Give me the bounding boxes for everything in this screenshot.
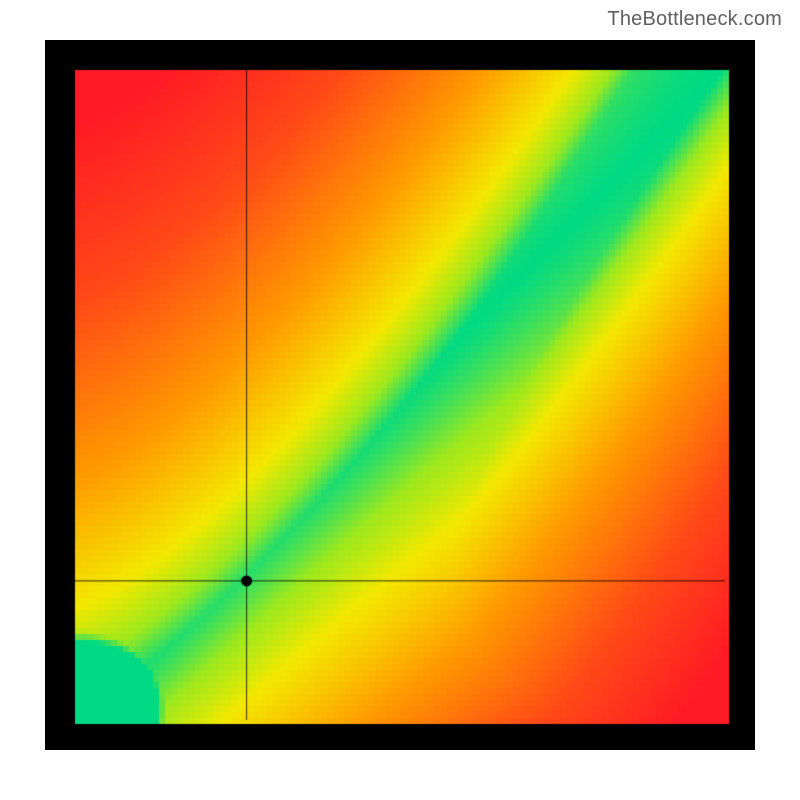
chart-container: TheBottleneck.com	[0, 0, 800, 800]
heatmap-canvas	[45, 40, 755, 750]
watermark-text: TheBottleneck.com	[607, 8, 782, 31]
bottleneck-heatmap	[45, 40, 755, 750]
